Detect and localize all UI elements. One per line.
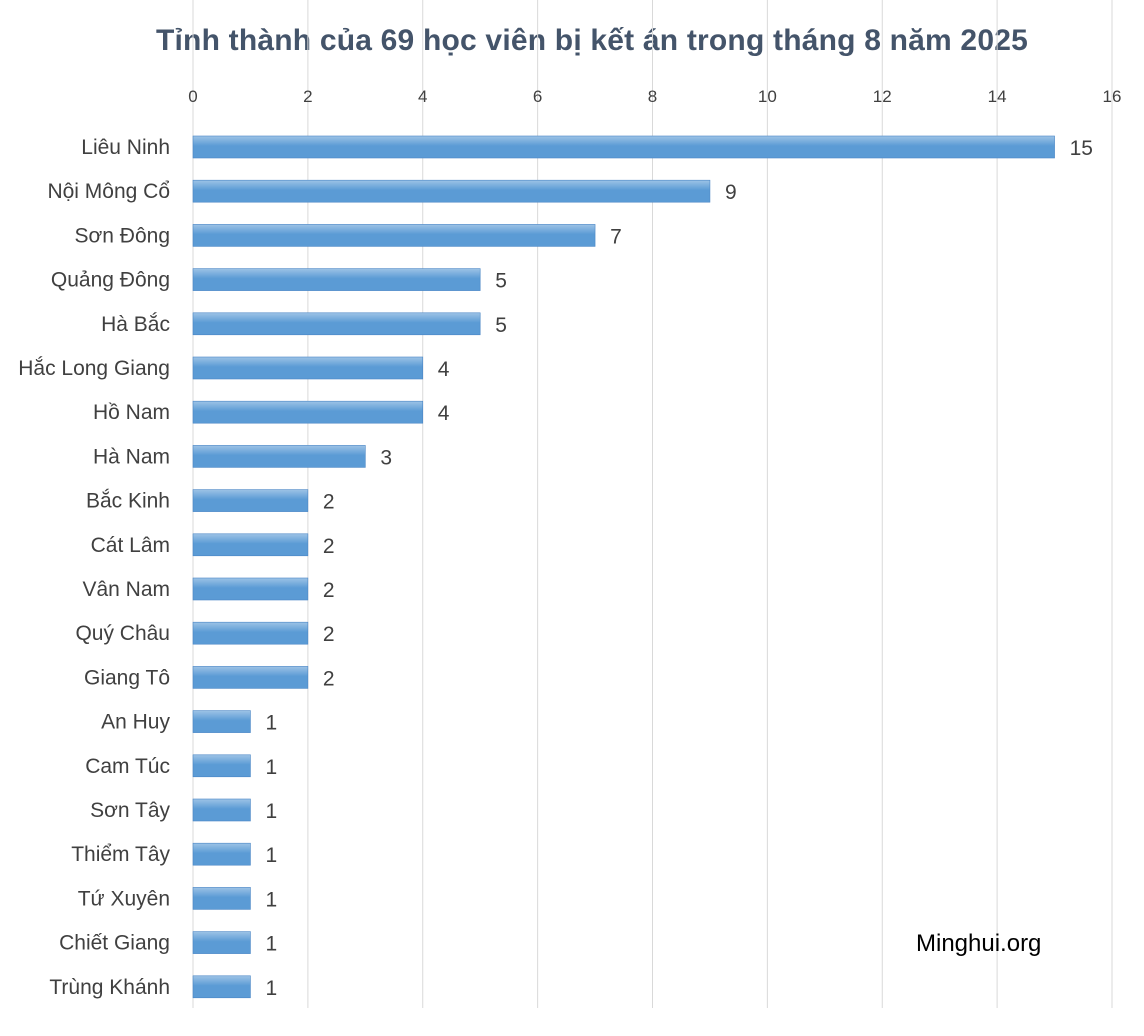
data-label: 1 — [265, 977, 277, 1000]
bar — [192, 179, 711, 203]
data-label: 1 — [265, 933, 277, 956]
bar — [192, 268, 481, 291]
category-label: Hắc Long Giang — [18, 357, 170, 380]
category-labels: Liêu Ninh Nội Mông Cổ Sơn Đông Quảng Đông Hà… — [18, 136, 170, 999]
bar — [192, 931, 251, 954]
category-label: Cam Túc — [85, 755, 170, 778]
x-tick-label: 4 — [418, 87, 427, 106]
category-label: Nội Mông Cổ — [47, 180, 170, 203]
bar — [192, 533, 309, 557]
bar — [192, 312, 481, 336]
data-label: 4 — [438, 358, 450, 381]
data-label: 1 — [265, 756, 277, 779]
bar — [192, 135, 1055, 159]
data-label: 1 — [265, 844, 277, 867]
category-label: Hà Bắc — [101, 313, 170, 336]
category-label: Hà Nam — [93, 445, 170, 468]
category-label: Chiết Giang — [59, 932, 170, 955]
x-tick-label: 0 — [188, 87, 197, 106]
category-label: Vân Nam — [82, 578, 170, 601]
data-label: 1 — [265, 712, 277, 735]
bar — [192, 445, 366, 468]
bar — [192, 621, 309, 645]
bar — [192, 710, 251, 733]
x-tick-label: 6 — [533, 87, 542, 106]
data-label: 2 — [323, 579, 335, 602]
category-label: Quảng Đông — [51, 269, 170, 292]
data-label: 5 — [495, 270, 507, 293]
data-label: 2 — [323, 667, 335, 690]
data-label: 4 — [438, 402, 450, 425]
x-axis-ticks: 0 2 4 6 8 10 12 14 16 — [188, 87, 1121, 106]
bar — [192, 356, 424, 380]
bar — [192, 666, 309, 689]
x-tick-label: 12 — [873, 87, 892, 106]
bar — [192, 224, 596, 247]
data-label: 15 — [1070, 137, 1093, 160]
category-label: Bắc Kinh — [86, 490, 170, 513]
data-label: 1 — [265, 888, 277, 911]
data-label: 7 — [610, 225, 622, 248]
category-label: Trùng Khánh — [49, 976, 170, 999]
data-label: 5 — [495, 314, 507, 337]
category-label: Quý Châu — [75, 622, 170, 645]
bar — [192, 577, 309, 601]
data-label: 2 — [323, 491, 335, 514]
x-tick-label: 10 — [758, 87, 777, 106]
bars — [192, 135, 1055, 999]
watermark-text: Minghui.org — [916, 930, 1042, 957]
category-label: Sơn Đông — [75, 224, 171, 247]
bar — [192, 489, 309, 512]
x-tick-label: 8 — [648, 87, 657, 106]
data-label: 3 — [380, 446, 392, 469]
bar — [192, 975, 251, 999]
x-tick-label: 14 — [988, 87, 1007, 106]
data-label: 1 — [265, 800, 277, 823]
category-label: Sơn Tây — [90, 799, 170, 822]
data-label: 9 — [725, 181, 737, 204]
bar — [192, 842, 251, 866]
data-label: 2 — [323, 623, 335, 646]
x-tick-label: 16 — [1103, 87, 1122, 106]
data-label: 2 — [323, 535, 335, 558]
x-tick-label: 2 — [303, 87, 312, 106]
category-label: Hồ Nam — [93, 401, 170, 424]
bar — [192, 400, 424, 424]
bar — [192, 754, 251, 778]
category-label: Thiểm Tây — [71, 843, 170, 866]
category-label: Cát Lâm — [91, 534, 170, 557]
bar — [192, 798, 251, 822]
value-labels: 15 9 7 5 5 4 4 3 2 2 2 2 2 1 1 1 1 1 1 1 — [265, 137, 1092, 1000]
category-label: Giang Tô — [84, 666, 170, 689]
bar — [192, 887, 251, 910]
category-label: Tứ Xuyên — [78, 887, 170, 910]
category-label: Liêu Ninh — [81, 136, 170, 159]
category-label: An Huy — [101, 711, 170, 734]
